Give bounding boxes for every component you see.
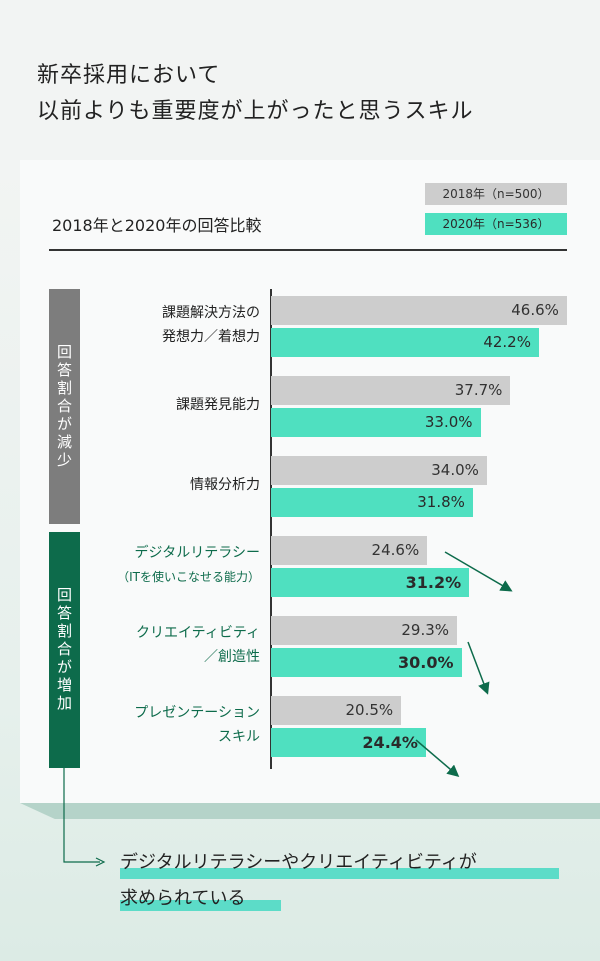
chart-title: 2018年と2020年の回答比較 <box>52 216 262 235</box>
category-label-line: スキル <box>218 729 260 745</box>
category-label-line: プレゼンテーション <box>134 705 260 721</box>
group-decrease: 回答割合が減少 <box>49 289 80 524</box>
bar-2020: 31.2% <box>271 568 470 597</box>
highlight <box>120 868 559 879</box>
group-increase: 回答割合が増加 <box>49 532 80 768</box>
category-label: 課題解決方法の 発想力／着想力 <box>60 301 260 349</box>
category-label-line: ／創造性 <box>204 649 260 665</box>
title-line: 新卒採用において <box>37 63 221 88</box>
card-shadow <box>20 803 600 819</box>
note-line: デジタルリテラシーやクリエイティビティが <box>120 852 477 873</box>
category-label: プレゼンテーションスキル <box>60 701 260 749</box>
note-line: 求められている <box>120 888 246 909</box>
connector-arrow-icon <box>95 857 106 867</box>
bar-2020: 42.2% <box>271 328 539 357</box>
conclusion-note: デジタルリテラシーやクリエイティビティが 求められている <box>120 845 477 917</box>
divider <box>49 249 567 251</box>
bar-2020: 24.4% <box>271 728 426 757</box>
title-line: 以前よりも重要度が上がったと思うスキル <box>37 99 474 124</box>
arrow-icon <box>444 551 513 592</box>
category-label: 課題発見能力 <box>60 393 260 417</box>
arrow-icon <box>467 641 490 695</box>
category-label: 情報分析力 <box>60 473 260 497</box>
bar-2020: 30.0% <box>271 648 462 677</box>
connector-line <box>63 768 100 863</box>
bar-2020: 31.8% <box>271 488 473 517</box>
category-label-line: 課題発見能力 <box>176 397 260 413</box>
arrow-icon <box>415 739 460 777</box>
category-label: デジタルリテラシー （ITを使いこなせる能力） <box>60 541 260 589</box>
category-label-line: デジタルリテラシー <box>134 545 260 561</box>
bar-2018: 29.3% <box>271 616 458 645</box>
page-title: 新卒採用において 以前よりも重要度が上がったと思うスキル <box>37 58 474 130</box>
bar-2020: 33.0% <box>271 408 481 437</box>
category-label: クリエイティビティ ／創造性 <box>60 621 260 669</box>
category-label-line: 情報分析力 <box>190 477 260 493</box>
category-label-line: クリエイティビティ <box>135 625 260 641</box>
axis-line <box>270 289 272 769</box>
bar-2018: 24.6% <box>271 536 428 565</box>
legend-2020: 2020年（n=536） <box>425 213 567 235</box>
category-label-line: （ITを使いこなせる能力） <box>117 570 260 584</box>
bar-2018: 34.0% <box>271 456 487 485</box>
category-label-line: 課題解決方法の <box>162 305 260 321</box>
legend-2018: 2018年（n=500） <box>425 183 567 205</box>
category-label-line: 発想力／着想力 <box>162 329 260 345</box>
bar-2018: 37.7% <box>271 376 511 405</box>
highlight <box>120 900 281 911</box>
bar-2018: 46.6% <box>271 296 567 325</box>
bar-2018: 20.5% <box>271 696 402 725</box>
